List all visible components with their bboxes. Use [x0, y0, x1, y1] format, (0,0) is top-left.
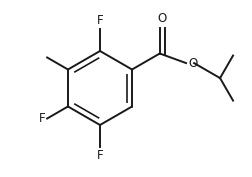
Text: F: F	[96, 14, 103, 27]
Text: O: O	[157, 12, 166, 24]
Text: F: F	[38, 112, 45, 125]
Text: F: F	[96, 149, 103, 162]
Text: O: O	[187, 57, 197, 70]
